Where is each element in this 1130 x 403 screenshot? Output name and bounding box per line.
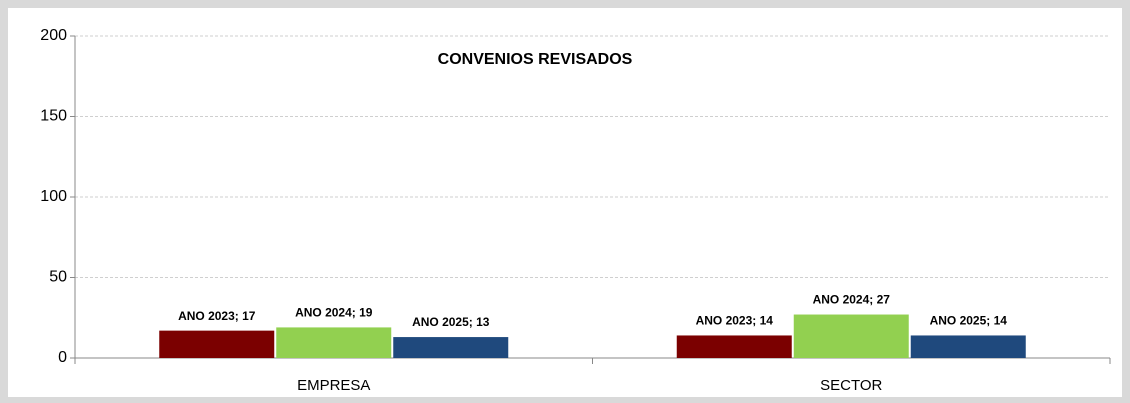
bar: ANO 2024: [276, 327, 392, 358]
bar: ANO 2023: [159, 330, 275, 358]
y-tick-label: 200: [40, 27, 67, 44]
data-label: ANO 2025; 13: [412, 315, 490, 329]
data-label: ANO 2024; 19: [295, 306, 373, 320]
bar: ANO 2023: [676, 335, 792, 358]
y-tick-label: 150: [40, 108, 67, 125]
chart-title: CONVENIOS REVISADOS: [438, 51, 633, 68]
data-label: ANO 2025; 14: [930, 314, 1008, 328]
bar: ANO 2025: [393, 337, 509, 358]
bar: ANO 2025: [910, 335, 1026, 358]
y-tick-label: 100: [40, 188, 67, 205]
x-tick-label: SECTOR: [820, 377, 882, 394]
y-tick-label: 0: [58, 349, 67, 366]
data-label: ANO 2024; 27: [813, 293, 891, 307]
data-label: ANO 2023; 17: [178, 309, 256, 323]
data-label: ANO 2023; 14: [696, 314, 774, 328]
y-tick-label: 50: [49, 269, 67, 286]
bar: ANO 2024: [793, 314, 909, 358]
x-tick-label: EMPRESA: [297, 377, 370, 394]
